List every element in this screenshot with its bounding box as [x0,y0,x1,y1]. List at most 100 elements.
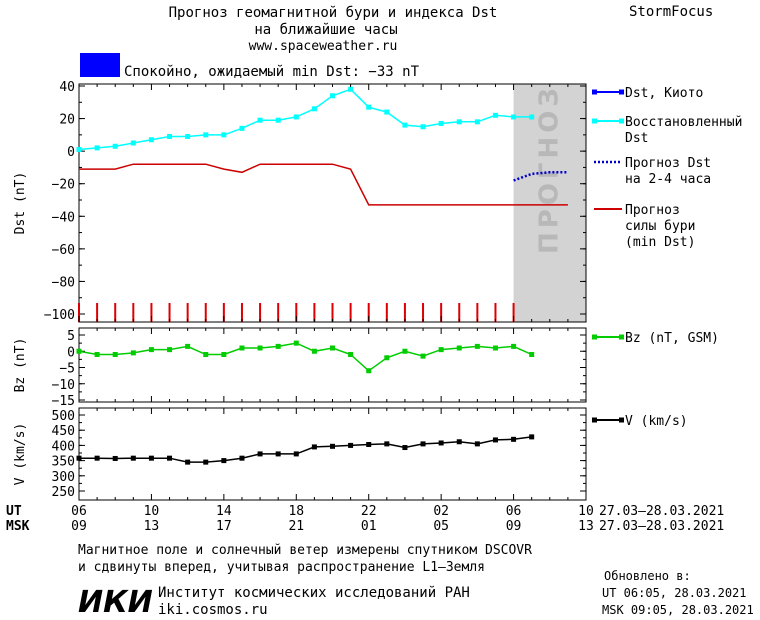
data-point [130,455,136,461]
x-tick-label-msk: 05 [433,519,449,534]
msk-date-range: 27.03–28.03.2021 [599,519,724,534]
data-point [420,441,426,447]
dst-panel: ПРОГНОЗ 40 20 0 −20 −40 −60 −80 −100 Dst (nT) [13,80,587,323]
data-point [420,353,426,359]
data-point [366,104,372,110]
y-tick-label: 250 [52,485,75,500]
y-tick-label: −60 [52,243,75,258]
data-point [348,86,354,92]
data-point [438,347,444,353]
data-point [438,440,444,446]
data-point [492,112,498,118]
data-point [402,348,408,354]
x-tick-label-msk: 21 [288,519,304,534]
data-point [420,124,426,130]
data-point [257,451,263,457]
y-tick-label: −15 [52,394,75,409]
y-tick-label: −40 [52,210,75,225]
legend-marker [619,334,624,340]
data-point [130,140,136,146]
y-tick-label: −80 [52,275,75,290]
plot-frame [78,407,587,501]
data-point [384,355,390,361]
data-point [330,345,335,351]
forecast-label: ПРОГНОЗ [535,84,565,254]
data-point [348,352,354,357]
y-tick-label: 20 [59,113,75,128]
measurement-note-line2: и сдвинуты вперед, учитывая распростране… [78,560,485,575]
data-point [275,343,281,349]
series-line [78,342,533,372]
data-point [474,441,480,447]
ut-label: UT [6,504,22,519]
website-link[interactable]: www.spaceweather.ru [249,39,398,54]
data-point [474,119,480,125]
y-tick-label: 5 [67,329,75,344]
y-axis-label: Bz (nT) [13,338,28,393]
updated-msk: MSK 09:05, 28.03.2021 [602,603,754,617]
data-point [203,132,209,138]
data-point [112,352,118,357]
data-point [511,114,517,120]
forecast-region [513,84,586,322]
legend-label: на 2-4 часа [625,172,711,187]
series-line [79,436,532,463]
legend-label: Восстановленный [625,115,742,130]
institute-url[interactable]: iki.cosmos.ru [158,602,268,618]
data-point [330,443,335,449]
data-point [221,352,227,357]
data-point [456,119,462,125]
data-point [456,345,462,351]
data-point [203,459,209,465]
x-tick-label-msk: 13 [578,519,594,534]
data-point [456,439,462,445]
data-point [511,343,517,349]
legend-marker [619,118,624,124]
data-point [275,117,281,123]
data-point [76,348,82,354]
x-tick-label-ut: 06 [71,504,87,519]
data-point [148,347,154,353]
status-color-swatch [80,53,120,77]
x-tick-label-msk: 13 [144,519,160,534]
data-point [221,132,227,138]
x-tick-label-ut: 10 [578,504,594,519]
legend-label: силы бури [625,219,695,234]
legend-marker [592,89,597,95]
legend-marker [592,118,597,124]
bz-panel: 50 −5−10−15 Bz (nT) [13,327,587,409]
measurement-note-line1: Магнитное поле и солнечный ветер измерен… [78,543,532,558]
data-point [330,93,335,99]
y-tick-label: 0 [67,345,75,360]
institute-name: Институт космических исследований РАН [158,585,470,601]
y-axis-label: Dst (nT) [13,172,28,235]
data-point [239,455,245,461]
x-tick-label-msk: 01 [361,519,377,534]
data-point [148,137,154,143]
plot-frame [78,327,587,403]
series-line [79,163,568,206]
y-tick-label: 350 [52,455,75,470]
data-point [384,109,390,115]
data-point [293,114,299,120]
data-point [167,133,173,139]
data-point [529,434,535,440]
data-point [76,147,82,153]
x-tick-label-msk: 09 [506,519,522,534]
data-point [185,459,191,465]
data-point [221,458,227,464]
data-point [311,444,317,450]
legend-marker [592,417,597,423]
legend-marker [592,334,597,340]
y-tick-label: −20 [52,178,75,193]
data-point [239,125,245,131]
data-point [185,343,191,349]
iki-logo: ИКИ [78,585,153,620]
data-point [94,455,100,461]
data-point [438,120,444,126]
x-tick-label-ut: 14 [216,504,232,519]
chart-title-line1: Прогноз геомагнитной бури и индекса Dst [169,5,498,21]
x-tick-label-ut: 02 [433,504,449,519]
data-point [529,352,535,357]
